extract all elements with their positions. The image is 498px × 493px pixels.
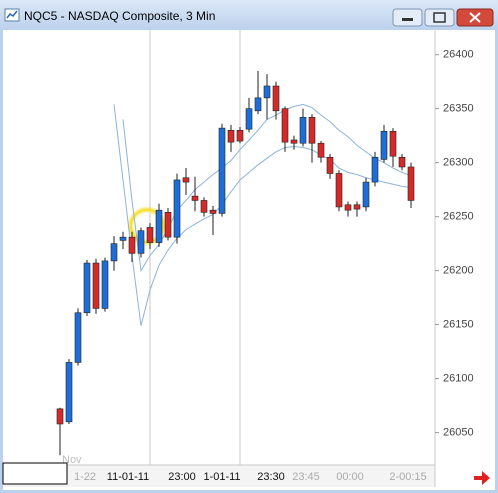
candle-body <box>164 212 172 238</box>
candle-body <box>344 204 352 211</box>
candle-body <box>245 108 253 130</box>
y-tick-label: 26300 <box>443 157 474 169</box>
maximize-button[interactable] <box>424 8 455 27</box>
close-icon <box>469 12 481 23</box>
x-tick-label: 23:45 <box>292 471 320 483</box>
candle-body <box>74 312 82 363</box>
x-tick-label: 1-22 <box>74 471 96 483</box>
candle-body <box>191 195 199 201</box>
candle-body <box>362 181 370 208</box>
candle-body <box>281 108 289 143</box>
minimize-button[interactable] <box>392 8 423 27</box>
minimize-icon <box>402 18 413 21</box>
candle-body <box>335 173 343 208</box>
candle-body <box>290 139 298 144</box>
y-tick-label: 26050 <box>443 427 474 439</box>
x-tick-label: 11-01-11 <box>107 471 149 483</box>
candle-body <box>218 127 226 214</box>
candle-body <box>398 156 406 168</box>
candle-body <box>101 260 109 309</box>
x-tick-label: 23:30 <box>257 471 285 483</box>
candle-body <box>326 156 334 174</box>
candle-body <box>389 131 397 157</box>
candle-body <box>236 129 244 142</box>
y-tick-label: 26350 <box>443 103 474 115</box>
candle-body <box>308 117 316 144</box>
x-tick-label: 1-01-11 <box>203 471 240 483</box>
candle-body <box>407 166 415 201</box>
y-tick-label: 26400 <box>443 49 474 61</box>
candle-body <box>128 236 136 254</box>
indicator-line <box>113 104 412 326</box>
window-title: NQC5 - NASDAQ Composite, 3 Min <box>24 9 215 23</box>
candle-body <box>56 408 64 425</box>
x-tick-label: 2-00:15 <box>389 471 426 483</box>
candle-body <box>83 262 91 314</box>
scroll-arrow[interactable] <box>474 471 490 485</box>
candle-body <box>119 236 127 241</box>
candle-body <box>182 177 190 183</box>
candle-body <box>173 179 181 238</box>
plot: 26050 26100 26150 26200 26250 26300 26350 26400… <box>56 49 474 483</box>
candle-body <box>353 204 361 210</box>
candle-body <box>200 200 208 213</box>
candle-body <box>254 97 262 112</box>
time-axis-strip <box>3 465 435 487</box>
candle-body <box>92 262 100 309</box>
maximize-icon <box>433 12 446 23</box>
x-tick-label: 00:00 <box>336 471 364 483</box>
y-tick-label: 26250 <box>443 211 474 223</box>
app-icon-line <box>6 10 18 19</box>
candle-body <box>227 129 235 143</box>
candle-body <box>209 209 217 214</box>
y-tick-label: 26100 <box>443 373 474 385</box>
candle-body <box>272 85 280 112</box>
candle-body <box>380 131 388 160</box>
x-tick-label: 23:00 <box>168 471 196 483</box>
candle-body <box>263 85 271 99</box>
candle-body <box>371 156 379 183</box>
candle-body <box>65 362 73 423</box>
y-tick-label: 26150 <box>443 319 474 331</box>
candle-body <box>155 209 163 243</box>
candle-body <box>317 142 325 158</box>
y-tick-label: 26200 <box>443 265 474 277</box>
candle-body <box>146 227 154 243</box>
candle-body <box>299 117 307 144</box>
candle-body <box>137 230 145 254</box>
input-box[interactable] <box>2 462 68 485</box>
candle-body <box>110 243 118 262</box>
